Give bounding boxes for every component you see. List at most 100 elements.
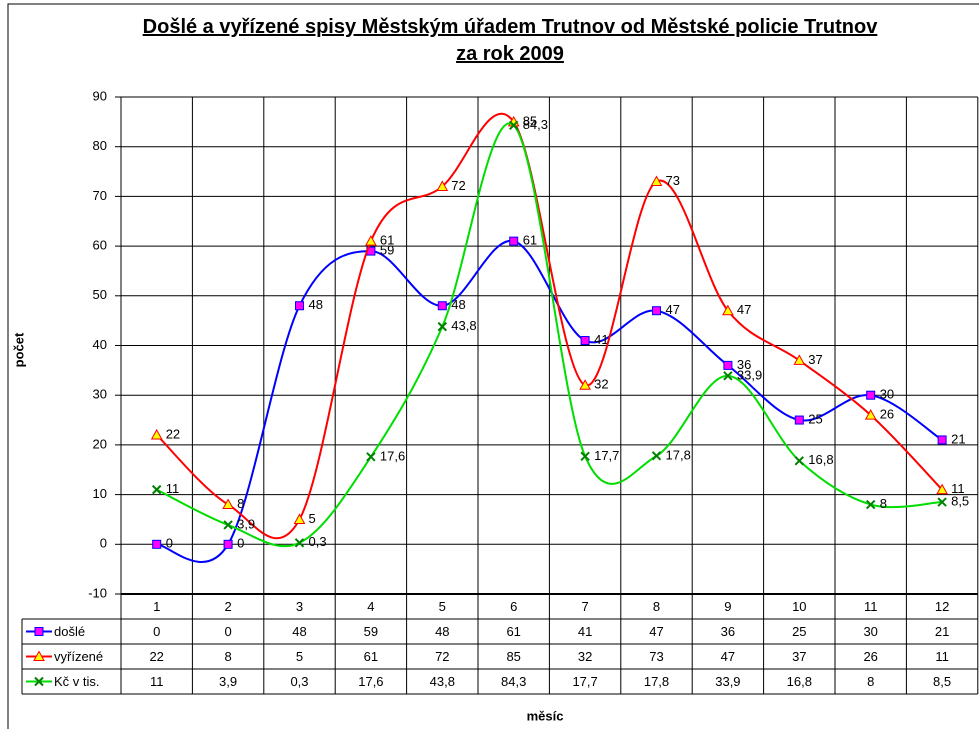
data-label: 59	[380, 243, 394, 258]
data-label: 61	[380, 233, 394, 248]
point	[509, 236, 519, 246]
table-cell: 48	[292, 624, 306, 639]
table-cell: 47	[721, 649, 735, 664]
data-label: 0	[166, 536, 173, 551]
data-label: 0	[237, 536, 244, 551]
table-cell: 8,5	[933, 674, 951, 689]
point	[722, 304, 734, 316]
point	[223, 520, 233, 530]
chart-border	[7, 3, 979, 729]
table-cell: 0	[224, 624, 231, 639]
x-tick-label: 10	[792, 599, 806, 614]
x-axis-label: měsíc	[527, 708, 564, 723]
point	[293, 513, 306, 524]
table-cell: 33,9	[715, 674, 740, 689]
table-cell: 73	[649, 649, 663, 664]
table-cell: 5	[296, 649, 303, 664]
legend-marker	[34, 676, 44, 687]
y-tick-label: 80	[93, 138, 107, 153]
point	[650, 175, 663, 186]
data-label: 41	[594, 332, 608, 347]
x-tick-label: 12	[935, 599, 949, 614]
y-tick-label: 30	[93, 387, 107, 402]
table-cell: 59	[364, 624, 378, 639]
y-tick-label: 70	[93, 188, 107, 203]
y-tick-label: 40	[93, 337, 107, 352]
point	[794, 415, 804, 425]
data-label: 22	[166, 426, 180, 441]
data-label: 5	[309, 511, 316, 526]
data-label: 85	[523, 113, 537, 128]
data-label: 72	[451, 178, 465, 193]
point	[294, 538, 305, 548]
table-cell: 25	[792, 624, 806, 639]
y-tick-label: 20	[93, 436, 107, 451]
table-cell: 8	[224, 649, 231, 664]
point	[793, 354, 806, 365]
point	[436, 180, 449, 191]
data-label: 30	[880, 387, 894, 402]
legend-marker	[33, 650, 45, 661]
table-cell: 84,3	[501, 674, 526, 689]
point	[864, 409, 877, 420]
point	[865, 499, 876, 510]
data-label: 61	[523, 233, 537, 248]
point	[937, 497, 947, 507]
data-label: 21	[951, 431, 965, 446]
data-label: 8,5	[951, 493, 969, 508]
data-label: 47	[666, 302, 680, 317]
table-cell: 17,7	[572, 674, 597, 689]
data-label: 43,8	[451, 318, 476, 333]
data-label: 26	[880, 407, 894, 422]
y-axis-label: počet	[11, 332, 26, 367]
table-cell: 32	[578, 649, 592, 664]
data-label: 47	[737, 302, 751, 317]
point	[580, 336, 590, 346]
table-cell: 85	[506, 649, 520, 664]
data-label: 84,3	[523, 117, 548, 132]
table-cell: 47	[649, 624, 663, 639]
point	[651, 451, 662, 461]
x-tick-label: 1	[153, 599, 160, 614]
table-cell: 17,6	[358, 674, 383, 689]
y-tick-label: 0	[100, 536, 107, 551]
data-label: 17,8	[666, 447, 691, 462]
data-label: 33,9	[737, 367, 762, 382]
point	[652, 306, 661, 316]
table-cell: 0,3	[290, 674, 308, 689]
data-label: 25	[808, 411, 822, 426]
data-label: 32	[594, 377, 608, 392]
data-label: 11	[951, 481, 965, 496]
point	[723, 371, 733, 381]
series-line	[156, 122, 943, 548]
point	[936, 483, 948, 495]
x-tick-label: 2	[224, 599, 231, 614]
point	[723, 360, 733, 370]
table-cell: 61	[506, 624, 520, 639]
point	[437, 321, 448, 332]
point	[223, 539, 233, 549]
point	[222, 498, 234, 510]
point	[579, 379, 591, 390]
point	[937, 435, 947, 445]
legend-label: Kč v tis.	[54, 674, 100, 689]
x-tick-label: 4	[367, 599, 374, 614]
data-label: 8	[880, 496, 887, 511]
point	[437, 301, 447, 311]
table-cell: 21	[935, 624, 949, 639]
x-tick-label: 3	[296, 599, 303, 614]
y-tick-label: 10	[93, 486, 107, 501]
table-cell: 3,9	[219, 674, 237, 689]
y-tick-label: 90	[93, 88, 107, 103]
table-cell: 17,8	[644, 674, 669, 689]
point	[794, 456, 805, 466]
point	[151, 484, 162, 495]
data-label: 36	[737, 357, 751, 372]
table-cell: 30	[863, 624, 877, 639]
data-label: 48	[309, 297, 323, 312]
table-cell: 16,8	[787, 674, 812, 689]
y-tick-label: -10	[88, 585, 107, 600]
point	[295, 301, 304, 311]
table-cell: 61	[364, 649, 378, 664]
